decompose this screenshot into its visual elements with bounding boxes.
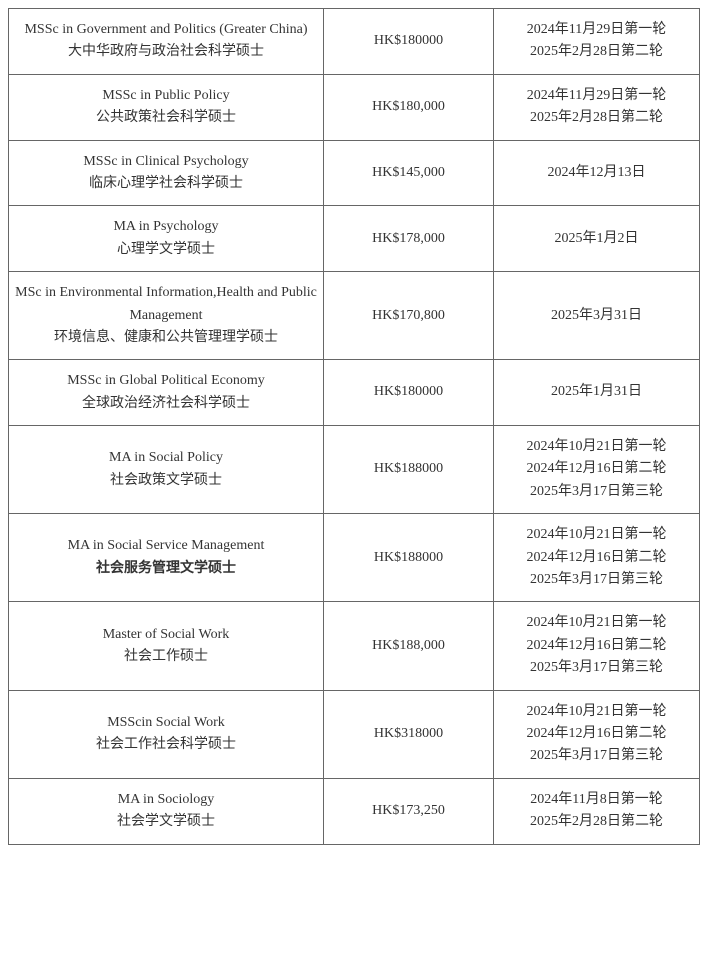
deadline-cell: 2024年11月8日第一轮2025年2月28日第二轮 (494, 778, 700, 844)
deadline-line: 2024年10月21日第一轮 (500, 436, 693, 458)
program-name-cn: 社会政策文学硕士 (15, 470, 317, 492)
programs-table: MSSc in Government and Politics (Greater… (8, 8, 700, 845)
fee-cell: HK$318000 (324, 690, 494, 778)
deadline-line: 2025年3月31日 (500, 305, 693, 327)
program-name-cn: 全球政治经济社会科学硕士 (15, 393, 317, 415)
program-name-cn: 社会学文学硕士 (15, 811, 317, 833)
deadline-line: 2025年2月28日第二轮 (500, 811, 693, 833)
table-row: MSSc in Government and Politics (Greater… (9, 9, 700, 75)
program-name-en: MSSc in Global Political Economy (15, 370, 317, 392)
deadline-cell: 2025年3月31日 (494, 272, 700, 360)
program-name-en: MSScin Social Work (15, 712, 317, 734)
program-name-cn: 临床心理学社会科学硕士 (15, 173, 317, 195)
program-name-en: MA in Psychology (15, 216, 317, 238)
deadline-cell: 2024年11月29日第一轮2025年2月28日第二轮 (494, 9, 700, 75)
program-cell: MA in Psychology心理学文学硕士 (9, 206, 324, 272)
program-cell: MSSc in Government and Politics (Greater… (9, 9, 324, 75)
deadline-line: 2024年12月16日第二轮 (500, 723, 693, 745)
program-name-en: MSSc in Government and Politics (Greater… (15, 19, 317, 41)
table-row: MSc in Environmental Information,Health … (9, 272, 700, 360)
deadline-line: 2024年10月21日第一轮 (500, 701, 693, 723)
deadline-cell: 2024年11月29日第一轮2025年2月28日第二轮 (494, 74, 700, 140)
fee-cell: HK$180,000 (324, 74, 494, 140)
deadline-line: 2025年2月28日第二轮 (500, 107, 693, 129)
deadline-line: 2024年11月29日第一轮 (500, 19, 693, 41)
table-row: MA in Social Policy社会政策文学硕士HK$1880002024… (9, 426, 700, 514)
deadline-cell: 2024年12月13日 (494, 140, 700, 206)
table-row: MA in Social Service Management社会服务管理文学硕… (9, 514, 700, 602)
fee-cell: HK$180000 (324, 9, 494, 75)
program-name-en: MSSc in Clinical Psychology (15, 151, 317, 173)
deadline-line: 2024年12月13日 (500, 162, 693, 184)
fee-cell: HK$173,250 (324, 778, 494, 844)
deadline-line: 2025年1月2日 (500, 228, 693, 250)
fee-cell: HK$145,000 (324, 140, 494, 206)
program-name-en: MA in Social Service Management (15, 535, 317, 557)
program-name-cn: 大中华政府与政治社会科学硕士 (15, 41, 317, 63)
table-row: MA in Psychology心理学文学硕士HK$178,0002025年1月… (9, 206, 700, 272)
program-name-cn: 社会工作硕士 (15, 646, 317, 668)
deadline-cell: 2025年1月31日 (494, 360, 700, 426)
deadline-cell: 2024年10月21日第一轮2024年12月16日第二轮2025年3月17日第三… (494, 690, 700, 778)
program-name-cn: 公共政策社会科学硕士 (15, 107, 317, 129)
program-name-en: MA in Social Policy (15, 447, 317, 469)
program-name-cn: 环境信息、健康和公共管理理学硕士 (15, 327, 317, 349)
deadline-line: 2024年11月8日第一轮 (500, 789, 693, 811)
deadline-line: 2025年3月17日第三轮 (500, 657, 693, 679)
table-row: Master of Social Work社会工作硕士HK$188,000202… (9, 602, 700, 690)
deadline-line: 2025年3月17日第三轮 (500, 745, 693, 767)
deadline-cell: 2025年1月2日 (494, 206, 700, 272)
table-row: MSSc in Clinical Psychology临床心理学社会科学硕士HK… (9, 140, 700, 206)
deadline-line: 2024年12月16日第二轮 (500, 547, 693, 569)
deadline-line: 2025年1月31日 (500, 381, 693, 403)
program-name-en: Master of Social Work (15, 624, 317, 646)
program-cell: MA in Social Service Management社会服务管理文学硕… (9, 514, 324, 602)
deadline-line: 2025年2月28日第二轮 (500, 41, 693, 63)
deadline-line: 2024年10月21日第一轮 (500, 524, 693, 546)
table-row: MSScin Social Work社会工作社会科学硕士HK$318000202… (9, 690, 700, 778)
program-name-en: MSSc in Public Policy (15, 85, 317, 107)
program-name-cn: 心理学文学硕士 (15, 239, 317, 261)
program-cell: MA in Sociology社会学文学硕士 (9, 778, 324, 844)
program-name-cn: 社会服务管理文学硕士 (15, 558, 317, 580)
deadline-line: 2024年11月29日第一轮 (500, 85, 693, 107)
fee-cell: HK$178,000 (324, 206, 494, 272)
program-cell: Master of Social Work社会工作硕士 (9, 602, 324, 690)
table-row: MSSc in Public Policy公共政策社会科学硕士HK$180,00… (9, 74, 700, 140)
table-row: MSSc in Global Political Economy全球政治经济社会… (9, 360, 700, 426)
fee-cell: HK$188000 (324, 426, 494, 514)
deadline-cell: 2024年10月21日第一轮2024年12月16日第二轮2025年3月17日第三… (494, 602, 700, 690)
fee-cell: HK$188000 (324, 514, 494, 602)
program-cell: MSSc in Clinical Psychology临床心理学社会科学硕士 (9, 140, 324, 206)
deadline-line: 2024年12月16日第二轮 (500, 635, 693, 657)
program-cell: MSc in Environmental Information,Health … (9, 272, 324, 360)
table-row: MA in Sociology社会学文学硕士HK$173,2502024年11月… (9, 778, 700, 844)
fee-cell: HK$170,800 (324, 272, 494, 360)
program-name-en: MSc in Environmental Information,Health … (15, 282, 317, 327)
programs-tbody: MSSc in Government and Politics (Greater… (9, 9, 700, 845)
program-name-cn: 社会工作社会科学硕士 (15, 734, 317, 756)
program-cell: MSScin Social Work社会工作社会科学硕士 (9, 690, 324, 778)
deadline-line: 2024年12月16日第二轮 (500, 458, 693, 480)
program-cell: MSSc in Global Political Economy全球政治经济社会… (9, 360, 324, 426)
deadline-line: 2025年3月17日第三轮 (500, 481, 693, 503)
deadline-cell: 2024年10月21日第一轮2024年12月16日第二轮2025年3月17日第三… (494, 426, 700, 514)
program-cell: MA in Social Policy社会政策文学硕士 (9, 426, 324, 514)
deadline-line: 2025年3月17日第三轮 (500, 569, 693, 591)
deadline-line: 2024年10月21日第一轮 (500, 612, 693, 634)
fee-cell: HK$188,000 (324, 602, 494, 690)
program-cell: MSSc in Public Policy公共政策社会科学硕士 (9, 74, 324, 140)
deadline-cell: 2024年10月21日第一轮2024年12月16日第二轮2025年3月17日第三… (494, 514, 700, 602)
program-name-en: MA in Sociology (15, 789, 317, 811)
fee-cell: HK$180000 (324, 360, 494, 426)
